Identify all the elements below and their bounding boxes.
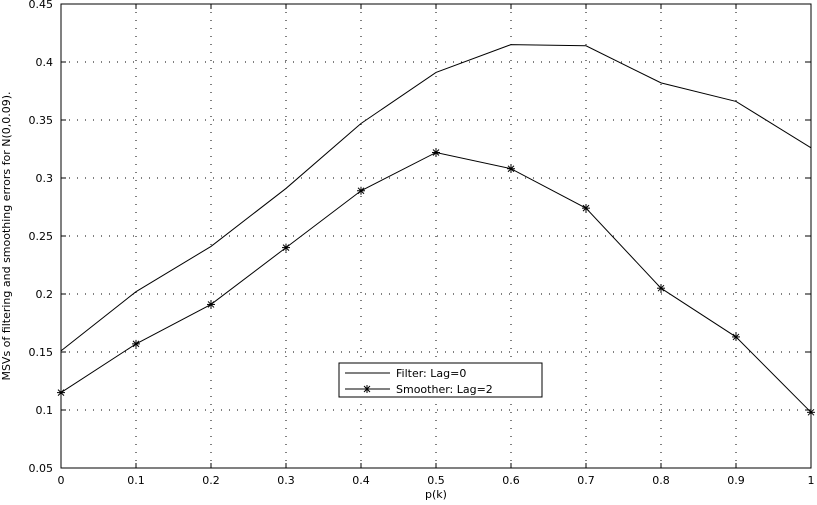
- x-tick-label: 1: [808, 474, 815, 487]
- legend-filter-label: Filter: Lag=0: [396, 367, 466, 380]
- x-tick-label: 0.7: [577, 474, 595, 487]
- x-tick-label: 0.6: [502, 474, 520, 487]
- smoother-data-point: [657, 284, 665, 293]
- marker-stroke: [363, 385, 371, 393]
- series-filter-line: [60, 44, 812, 352]
- y-tick-label: 0.15: [29, 346, 54, 359]
- smoother-data-point: [282, 243, 290, 252]
- x-tick-label: 0.3: [277, 474, 295, 487]
- y-tick-label: 0.2: [36, 288, 54, 301]
- smoother-data-point: [507, 164, 515, 173]
- smoother-data-point: [807, 408, 815, 417]
- x-tick-label: 0.1: [127, 474, 145, 487]
- marker-stroke: [657, 284, 665, 292]
- x-tick-label: 0.8: [652, 474, 670, 487]
- marker-stroke: [432, 149, 440, 156]
- y-axis-label: MSVs of filtering and smoothing errors f…: [0, 91, 13, 380]
- x-tick-label: 0.4: [352, 474, 370, 487]
- legend-box: [338, 362, 543, 398]
- y-tick-label: 0.05: [29, 462, 54, 475]
- legend-smoother-marker: [363, 385, 371, 393]
- smoother-data-point: [732, 332, 740, 341]
- x-tick-label: 0.5: [427, 474, 445, 487]
- y-tick-label: 0.35: [29, 114, 54, 127]
- smoother-data-point: [582, 204, 590, 213]
- x-tick-label: 0: [58, 474, 65, 487]
- axis-ticks: 0 0.1 0.2 0.3 0.4 0.5 0.6 0.7 0.8 0.9 1 0.05 0.1 0.15…: [29, 0, 815, 487]
- y-tick-label: 0.25: [29, 230, 54, 243]
- y-tick-label: 0.3: [36, 172, 54, 185]
- y-tick-label: 0.1: [36, 404, 54, 417]
- series-layer: [57, 44, 815, 417]
- marker-stroke: [282, 244, 290, 251]
- marker-stroke: [357, 187, 365, 195]
- smoother-data-point: [132, 339, 140, 348]
- marker-stroke: [507, 165, 515, 173]
- smoother-data-point: [357, 186, 365, 195]
- smoother-data-point: [207, 300, 215, 309]
- legend-star-marker: [363, 385, 371, 393]
- x-axis-label: p(k): [425, 488, 447, 501]
- smoother-data-point: [57, 388, 65, 397]
- y-tick-label: 0.4: [36, 56, 54, 69]
- legend: Filter: Lag=0 Smoother: Lag=2: [338, 362, 543, 398]
- y-tick-label: 0.45: [29, 0, 54, 11]
- legend-smoother-label: Smoother: Lag=2: [396, 383, 493, 396]
- marker-stroke: [207, 301, 215, 308]
- x-tick-label: 0.2: [202, 474, 220, 487]
- marker-stroke: [132, 340, 140, 348]
- smoother-data-point: [432, 148, 440, 157]
- grid-lines: [61, 4, 811, 468]
- marker-stroke: [807, 408, 815, 416]
- marker-stroke: [582, 204, 590, 212]
- x-tick-label: 0.9: [727, 474, 745, 487]
- marker-stroke: [57, 389, 65, 396]
- marker-stroke: [732, 333, 740, 341]
